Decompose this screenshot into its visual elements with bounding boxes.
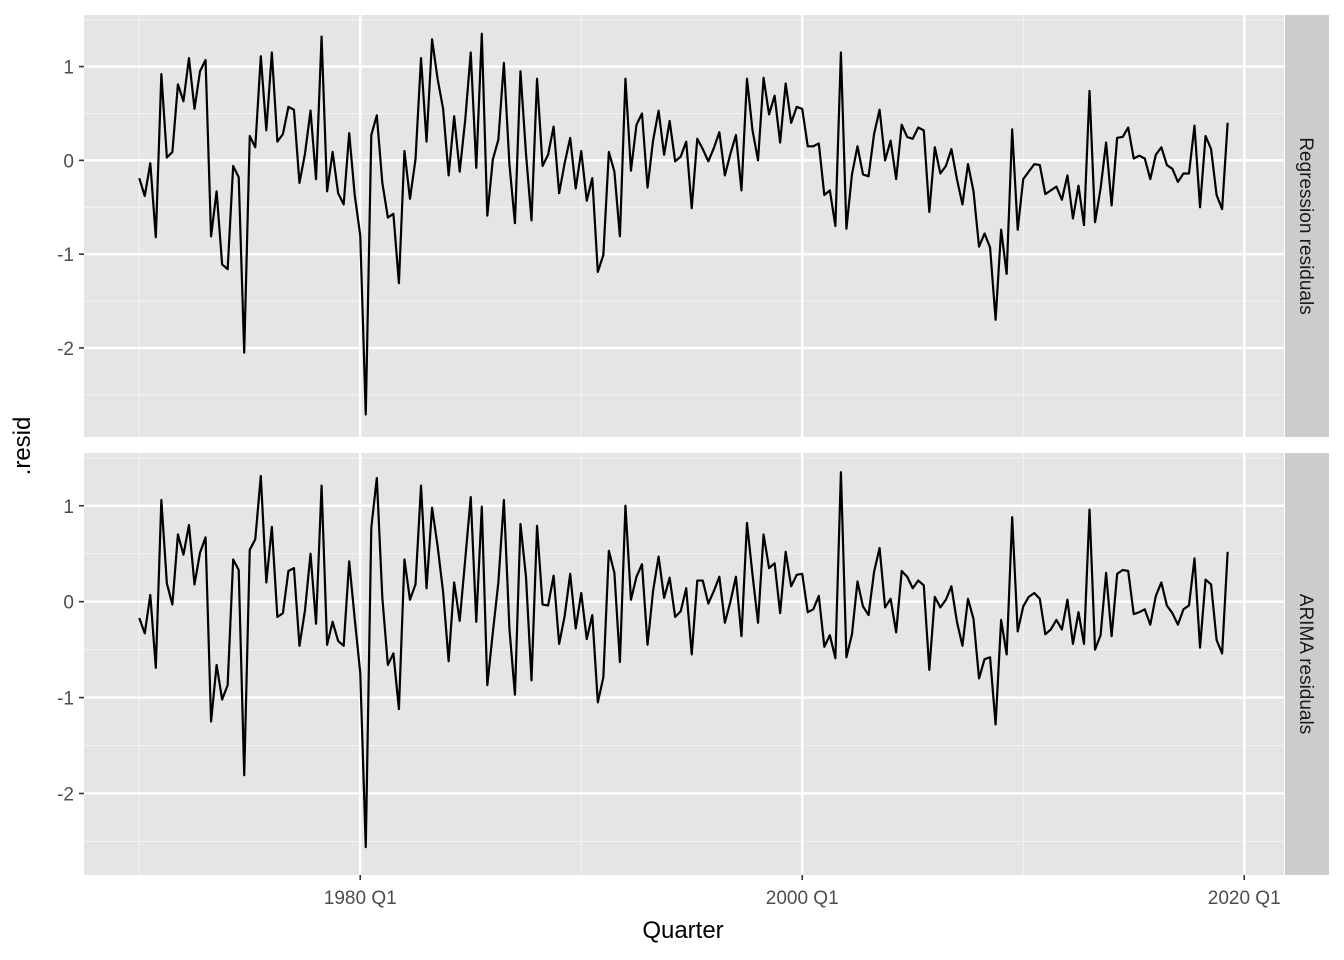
residual-series-line xyxy=(138,32,1229,416)
facet-strip xyxy=(1285,15,1329,437)
x-axis-title: Quarter xyxy=(642,917,723,944)
x-tick-label: 2020 Q1 xyxy=(1208,888,1281,909)
facet-strip-label: ARIMA residuals xyxy=(1295,594,1316,734)
facet-strip xyxy=(1285,453,1329,875)
facet-panel-1: 1 0 -1 -2 Regression residuals xyxy=(57,15,1329,437)
panel-background xyxy=(84,453,1284,875)
panel-background xyxy=(84,15,1284,437)
facet-strip-label: Regression residuals xyxy=(1295,137,1316,314)
residual-series-line xyxy=(138,471,1229,849)
y-tick-label: -1 xyxy=(57,245,74,266)
y-axis-title: .resid xyxy=(9,417,36,476)
x-tick-label: 1980 Q1 xyxy=(324,888,397,909)
y-tick-label: 0 xyxy=(63,151,74,172)
facet-panel-2: 1 0 -1 -2 ARIMA residuals xyxy=(57,453,1329,875)
y-tick-label: -1 xyxy=(57,689,74,710)
y-tick-label: 1 xyxy=(63,497,74,518)
y-tick-label: 0 xyxy=(63,593,74,614)
y-tick-label: -2 xyxy=(57,784,74,805)
x-tick-label: 2000 Q1 xyxy=(766,888,839,909)
y-tick-label: 1 xyxy=(63,58,74,79)
y-tick-label: -2 xyxy=(57,339,74,360)
